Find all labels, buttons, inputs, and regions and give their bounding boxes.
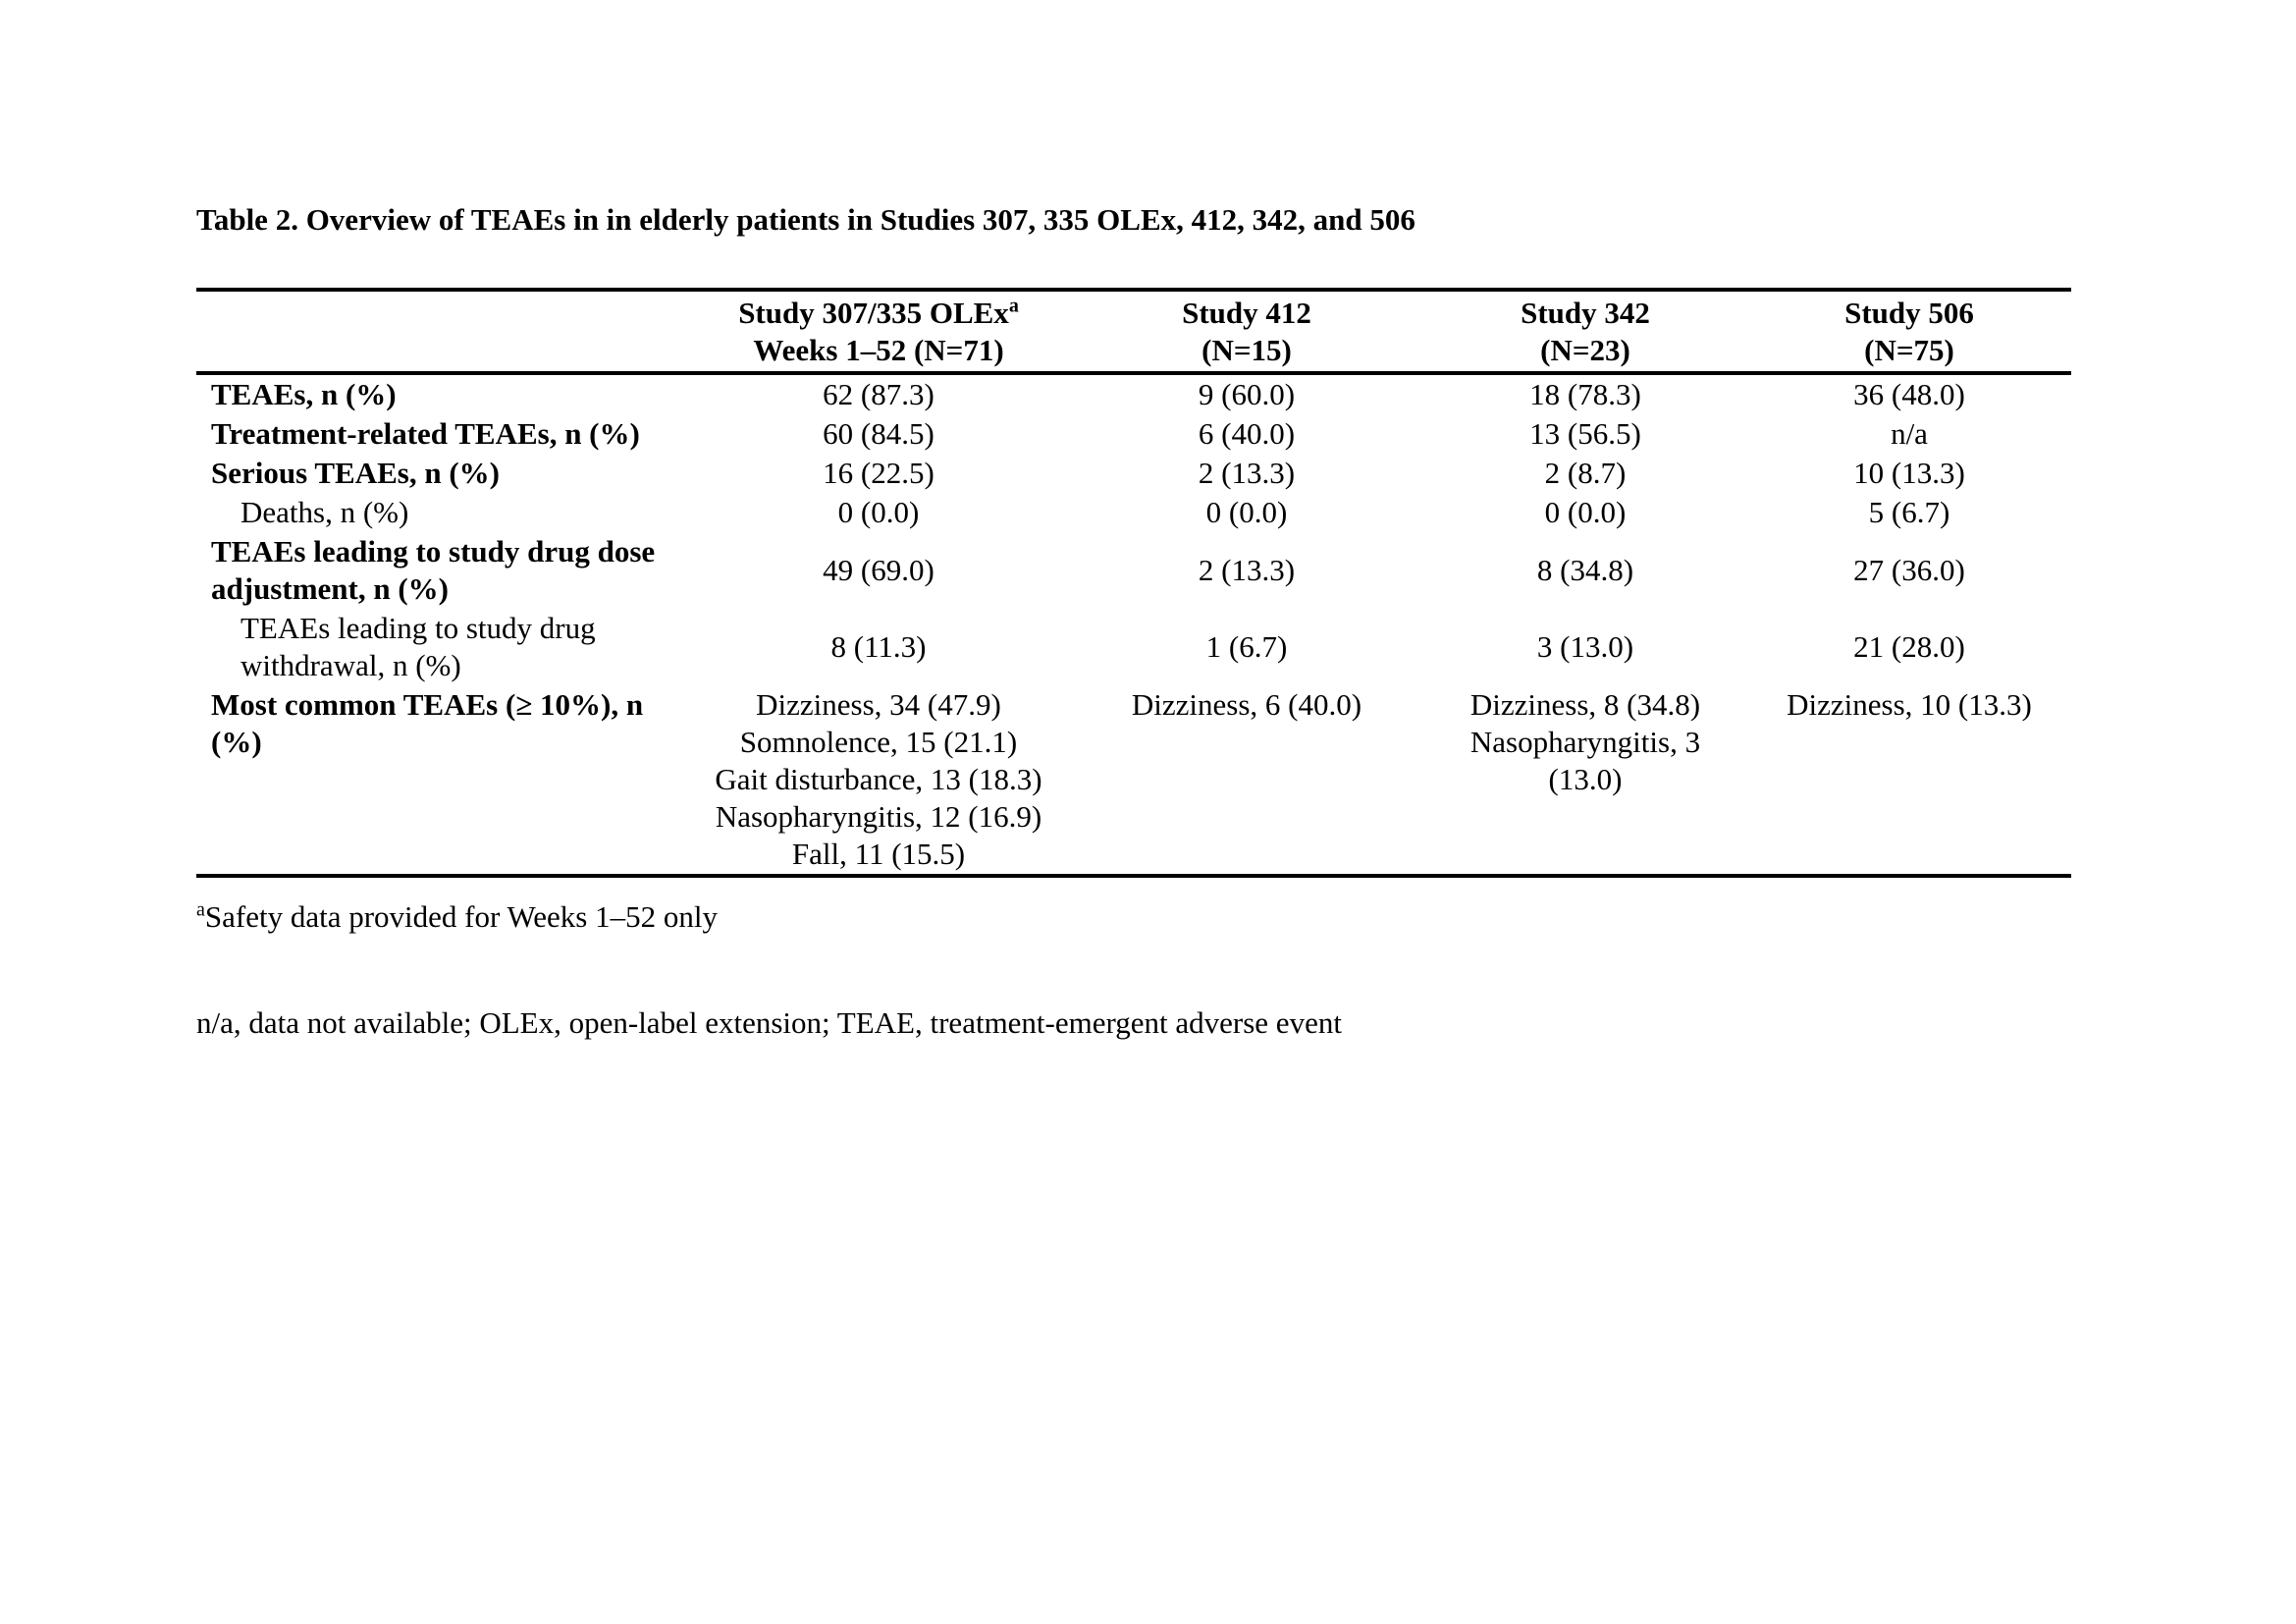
header-study-342: Study 342 (N=23) xyxy=(1423,290,1747,375)
footnote-abbreviations: n/a, data not available; OLEx, open-labe… xyxy=(196,1003,1342,1043)
row-label: Deaths, n (%) xyxy=(240,495,409,529)
header-study-n: (N=75) xyxy=(1864,333,1954,367)
table-body: TEAEs, n (%) 62 (87.3) 9 (60.0) 18 (78.3) 36… xyxy=(196,373,2071,878)
cell-value: 8 (34.8) xyxy=(1536,553,1634,587)
header-study-307-335: Study 307/335 OLExa Weeks 1–52 (N=71) xyxy=(687,290,1070,375)
header-study-n: (N=23) xyxy=(1540,333,1630,367)
cell-value: Dizziness, 6 (40.0) xyxy=(1070,685,1423,878)
row-label: TEAEs, n (%) xyxy=(211,377,397,411)
cell-value: 6 (40.0) xyxy=(1198,416,1296,451)
cell-value: 2 (13.3) xyxy=(1198,553,1296,587)
header-empty-cell xyxy=(196,290,687,375)
header-study-name: Study 342 xyxy=(1521,296,1650,330)
cell-value: 60 (84.5) xyxy=(823,416,934,451)
cell-value: 0 (0.0) xyxy=(837,495,920,529)
header-study-506: Study 506 (N=75) xyxy=(1747,290,2071,375)
cell-value: 9 (60.0) xyxy=(1198,377,1296,411)
cell-value: 5 (6.7) xyxy=(1868,495,1950,529)
cell-value-line: Somnolence, 15 (21.1) xyxy=(739,725,1018,759)
table-row: Most common TEAEs (≥ 10%), n (%) Dizzines… xyxy=(196,685,2071,878)
header-study-412: Study 412 (N=15) xyxy=(1070,290,1423,375)
cell-value: 8 (11.3) xyxy=(830,629,927,664)
cell-value-line: Gait disturbance, 13 (18.3) xyxy=(715,762,1042,796)
cell-value-line: Dizziness, 34 (47.9) xyxy=(756,687,1001,722)
cell-value: 0 (0.0) xyxy=(1205,495,1288,529)
footnote-safety-text: Safety data provided for Weeks 1–52 only xyxy=(204,899,718,934)
footnote-abbreviations-text: n/a, data not available; OLEx, open-labe… xyxy=(196,1005,1342,1040)
cell-value: 3 (13.0) xyxy=(1536,629,1634,664)
cell-value: 2 (8.7) xyxy=(1544,456,1627,490)
header-row: Study 307/335 OLExa Weeks 1–52 (N=71) Stu… xyxy=(196,290,2071,375)
footnote-marker-a: a xyxy=(1008,295,1019,317)
table-row: TEAEs leading to study drug dose adjustm… xyxy=(196,532,2071,609)
table-row: Treatment-related TEAEs, n (%) 60 (84.5) 6… xyxy=(196,414,2071,454)
table-title: Table 2. Overview of TEAEs in in elderly… xyxy=(196,202,1415,237)
cell-value-line: Nasopharyngitis, 3 (13.0) xyxy=(1469,725,1701,796)
cell-value: Dizziness, 8 (34.8) Nasopharyngitis, 3 (1… xyxy=(1423,685,1747,878)
cell-value: n/a xyxy=(1891,416,1928,451)
header-study-name: Study 307/335 OLEx xyxy=(738,296,1009,330)
cell-value: 27 (36.0) xyxy=(1853,553,1965,587)
cell-value-line: Dizziness, 10 (13.3) xyxy=(1787,687,2032,722)
cell-value-line: Nasopharyngitis, 12 (16.9) xyxy=(715,799,1042,834)
cell-value: 1 (6.7) xyxy=(1205,629,1288,664)
cell-value: 2 (13.3) xyxy=(1198,456,1296,490)
row-label: Serious TEAEs, n (%) xyxy=(211,456,500,490)
footnote-safety: aSafety data provided for Weeks 1–52 onl… xyxy=(196,897,718,937)
table-row: Serious TEAEs, n (%) 16 (22.5) 2 (13.3) 2 (… xyxy=(196,454,2071,493)
cell-value: Dizziness, 10 (13.3) xyxy=(1747,685,2071,878)
footnote-marker-a: a xyxy=(196,898,205,921)
cell-value-line: Fall, 11 (15.5) xyxy=(791,837,966,871)
cell-value: 10 (13.3) xyxy=(1853,456,1965,490)
table-row: TEAEs, n (%) 62 (87.3) 9 (60.0) 18 (78.3) 36… xyxy=(196,373,2071,414)
cell-value: 49 (69.0) xyxy=(823,553,934,587)
cell-value: 16 (22.5) xyxy=(823,456,934,490)
cell-value: 36 (48.0) xyxy=(1853,377,1965,411)
cell-value: 0 (0.0) xyxy=(1544,495,1627,529)
cell-value: Dizziness, 34 (47.9) Somnolence, 15 (21.1… xyxy=(687,685,1070,878)
header-study-name: Study 412 xyxy=(1182,296,1311,330)
row-label: TEAEs leading to study drug withdrawal, … xyxy=(240,611,596,682)
header-study-n: (N=15) xyxy=(1201,333,1292,367)
row-label: Treatment-related TEAEs, n (%) xyxy=(211,416,640,451)
cell-value: 18 (78.3) xyxy=(1529,377,1641,411)
cell-value: 62 (87.3) xyxy=(823,377,934,411)
teae-table: Study 307/335 OLExa Weeks 1–52 (N=71) Stu… xyxy=(196,288,2071,878)
cell-value: 13 (56.5) xyxy=(1529,416,1641,451)
cell-value: 21 (28.0) xyxy=(1853,629,1965,664)
cell-value-line: Dizziness, 6 (40.0) xyxy=(1131,687,1362,722)
table-row: TEAEs leading to study drug withdrawal, … xyxy=(196,609,2071,685)
row-label: TEAEs leading to study drug dose adjustm… xyxy=(211,534,656,606)
cell-value-line: Dizziness, 8 (34.8) xyxy=(1469,687,1701,722)
header-study-n: Weeks 1–52 (N=71) xyxy=(753,333,1004,367)
table-header: Study 307/335 OLExa Weeks 1–52 (N=71) Stu… xyxy=(196,290,2071,375)
row-label: Most common TEAEs (≥ 10%), n (%) xyxy=(196,685,687,878)
header-study-name: Study 506 xyxy=(1844,296,1974,330)
table-row: Deaths, n (%) 0 (0.0) 0 (0.0) 0 (0.0) 5 (6.7… xyxy=(196,493,2071,532)
